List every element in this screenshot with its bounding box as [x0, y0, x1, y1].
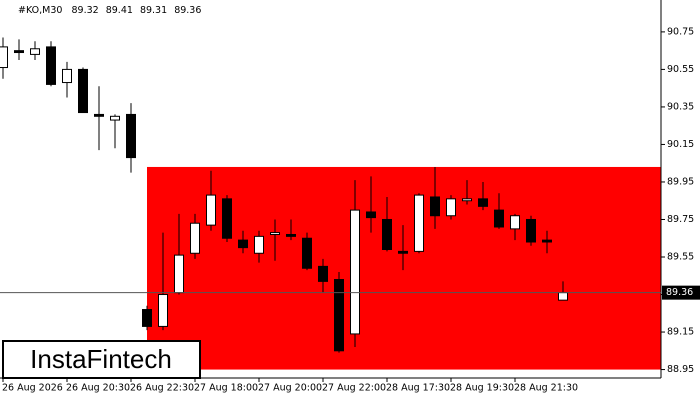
candle-body: [462, 198, 472, 202]
candle-body: [190, 222, 200, 254]
chart-header: #KO,M30 89.32 89.41 89.31 89.36: [18, 5, 201, 16]
candle-body: [206, 194, 216, 226]
candle-body: [302, 237, 312, 269]
candle-body: [14, 50, 24, 54]
candle-body: [510, 215, 520, 230]
pattern-zone: [147, 166, 661, 370]
candle-body: [142, 309, 152, 327]
ohlc-value: 89.31: [140, 5, 167, 16]
candle-body: [46, 46, 56, 85]
candle-body: [62, 68, 72, 84]
candle-body: [494, 209, 504, 228]
x-tick-label: 28 Aug 21:30: [514, 383, 578, 394]
candle-body: [158, 294, 168, 327]
candle-body: [0, 46, 8, 69]
y-tick-label: 90.35: [667, 101, 694, 112]
candle-body: [318, 265, 328, 282]
y-tick-label: 89.15: [667, 327, 694, 338]
candle-body: [30, 48, 40, 55]
candle-body: [398, 250, 408, 254]
candle-body: [286, 233, 296, 237]
candle-body: [526, 218, 536, 243]
y-tick-label: 88.95: [667, 364, 694, 375]
x-tick-label: 27 Aug 18:00: [194, 383, 258, 394]
x-tick-label: 26 Aug 22:30: [130, 383, 194, 394]
ohlc-value: 89.32: [71, 5, 98, 16]
candle-body: [126, 113, 136, 159]
y-tick-label: 89.55: [667, 252, 694, 263]
y-tick-label: 89.75: [667, 214, 694, 225]
candle-body: [110, 115, 120, 121]
logo-box: [2, 340, 201, 379]
candle-body: [94, 113, 104, 117]
symbol: #KO,M30: [18, 5, 62, 16]
candle-body: [350, 209, 360, 335]
y-tick-label: 90.55: [667, 64, 694, 75]
y-tick-label: 90.75: [667, 26, 694, 37]
price-label: 89.36: [666, 287, 693, 298]
candle-body: [78, 68, 88, 114]
logo: InstaFintech: [2, 340, 201, 379]
candle-body: [542, 239, 552, 243]
watermark: InstaFintech: [30, 344, 172, 374]
x-tick-label: 27 Aug 22:00: [322, 383, 386, 394]
y-tick-label: 90.15: [667, 139, 694, 150]
x-tick-label: 28 Aug 17:30: [386, 383, 450, 394]
candle-body: [558, 292, 568, 301]
candle-body: [238, 239, 248, 249]
x-tick-label: 27 Aug 20:00: [258, 383, 322, 394]
candle-body: [414, 194, 424, 252]
y-tick-label: 89.95: [667, 176, 694, 187]
candle-body: [254, 235, 264, 254]
price-label-box: [662, 285, 700, 300]
candle-body: [430, 196, 440, 217]
candle-body: [446, 198, 456, 217]
candle-body: [382, 218, 392, 250]
candle-body: [174, 254, 184, 294]
candle-body: [478, 198, 488, 207]
candle-body: [334, 279, 344, 352]
x-tick-label: 26 Aug 20:30: [66, 383, 130, 394]
candle-body: [270, 232, 280, 235]
candle-body: [222, 198, 232, 239]
ohlc-value: 89.36: [174, 5, 201, 16]
plot-area: [0, 37, 661, 370]
x-tick-label: 28 Aug 19:30: [450, 383, 514, 394]
x-tick-label: 26 Aug 2026: [2, 383, 63, 394]
candle-body: [366, 211, 376, 219]
ohlc-value: 89.41: [106, 5, 133, 16]
